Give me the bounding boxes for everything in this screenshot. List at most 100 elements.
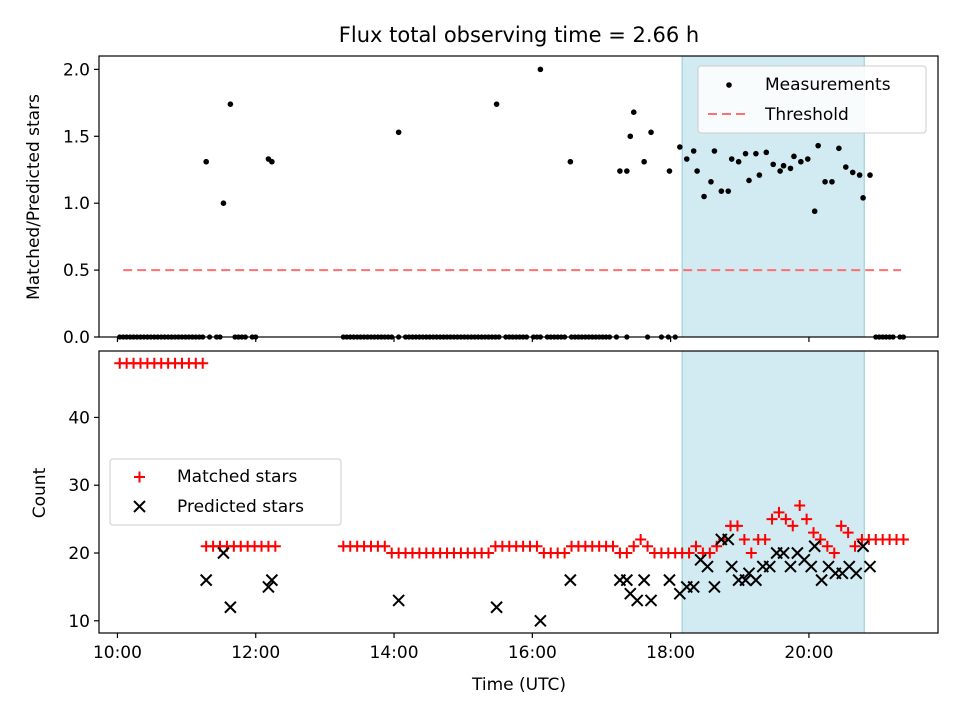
top-y-tick-label: 1.5 xyxy=(63,127,90,147)
measurement-point xyxy=(742,150,749,157)
predicted-star-point xyxy=(739,573,752,587)
measurement-point xyxy=(708,178,714,185)
measurement-point xyxy=(694,168,700,174)
measurement-point xyxy=(269,158,275,165)
top-axes-frame xyxy=(98,55,939,338)
matched-star-point xyxy=(379,540,391,552)
predicted-star-point xyxy=(620,573,634,587)
matched-star-point xyxy=(814,533,826,545)
predicted-star-point xyxy=(777,546,790,560)
legend-predicted-label: Predicted stars xyxy=(177,497,304,517)
bottom-y-tick-label: 20 xyxy=(68,544,90,564)
matched-star-point xyxy=(704,547,716,559)
predicted-star-point xyxy=(784,560,797,573)
predicted-star-point xyxy=(224,601,237,614)
measurement-point xyxy=(746,177,752,184)
top-y-ticks: 0.0 0.5 1.0 1.5 2.0 xyxy=(63,60,99,348)
matched-star-point xyxy=(197,357,209,369)
measurement-point xyxy=(811,208,818,215)
x-tick-label: 16:00 xyxy=(508,643,557,663)
x-tick-label: 14:00 xyxy=(370,643,419,663)
measurement-point xyxy=(567,158,574,165)
measurement-point xyxy=(627,133,634,140)
top-legend-box xyxy=(697,65,927,134)
x-axis-label: Time (UTC) xyxy=(471,675,566,695)
matched-star-point xyxy=(607,540,619,552)
matched-star-point xyxy=(835,520,847,532)
predicted-star-point xyxy=(815,573,828,587)
measurement-point xyxy=(791,153,797,160)
predicted-star-point xyxy=(564,573,577,587)
measurement-point xyxy=(756,172,763,178)
measurement-point xyxy=(725,188,732,194)
measurement-point xyxy=(780,162,787,169)
measurement-point xyxy=(537,66,544,73)
predicted-star-point xyxy=(856,540,870,553)
measurement-point xyxy=(711,148,718,154)
measurement-point xyxy=(493,101,500,107)
predicted-star-point xyxy=(863,560,877,573)
predicted-star-point xyxy=(630,594,644,607)
measurement-point xyxy=(641,158,647,165)
matched-star-point xyxy=(766,513,778,525)
matched-star-point xyxy=(621,547,633,559)
bottom-legend-box xyxy=(109,458,342,526)
measurement-point xyxy=(203,158,209,165)
measurement-point xyxy=(677,144,683,150)
matched-star-point xyxy=(269,540,281,552)
matched-star-point xyxy=(759,533,771,545)
bottom-legend: Matched stars Predicted stars xyxy=(109,458,342,526)
measurement-point xyxy=(777,168,783,174)
predicted-star-point xyxy=(392,594,405,607)
measurement-point xyxy=(753,150,759,157)
bottom-axes-frame xyxy=(98,350,939,634)
x-tick-label: 10:00 xyxy=(93,643,142,663)
predicted-star-point xyxy=(217,546,230,560)
measurement-point xyxy=(843,164,849,170)
bottom-y-tick-label: 40 xyxy=(68,408,90,428)
measurement-point xyxy=(787,165,794,172)
bottom-y-ticks: 10 20 30 40 xyxy=(68,408,99,632)
predicted-star-point xyxy=(199,573,213,587)
matched-star-point xyxy=(559,547,571,559)
measurement-point xyxy=(735,158,742,165)
predicted-star-markers xyxy=(199,533,877,628)
predicted-star-point xyxy=(687,580,700,594)
matched-star-point xyxy=(773,506,785,518)
bottom-y-axis-label: Count xyxy=(30,467,50,518)
measurement-point xyxy=(630,109,637,115)
measurement-point xyxy=(836,145,842,152)
predicted-star-point xyxy=(490,601,503,614)
legend-threshold-label: Threshold xyxy=(764,105,849,125)
predicted-star-point xyxy=(749,573,763,587)
predicted-star-point xyxy=(808,540,821,553)
chart-title: Flux total observing time = 2.66 h xyxy=(339,23,699,47)
predicted-star-point xyxy=(534,614,547,628)
legend-measurements-label: Measurements xyxy=(765,75,891,95)
top-y-tick-label: 1.0 xyxy=(63,194,90,214)
predicted-star-point xyxy=(849,567,863,580)
matched-star-point xyxy=(683,547,695,559)
measurement-point xyxy=(829,178,835,185)
legend-predicted-marker xyxy=(133,500,146,513)
predicted-star-point xyxy=(722,533,735,546)
matched-star-point xyxy=(738,533,750,545)
matched-star-point xyxy=(635,533,647,545)
matched-star-point xyxy=(801,513,813,525)
matched-star-point xyxy=(745,547,757,559)
predicted-star-point xyxy=(644,594,658,607)
top-y-tick-label: 0.5 xyxy=(63,261,90,281)
top-measurement-points xyxy=(203,66,873,215)
measurement-point xyxy=(822,178,828,185)
matched-star-point xyxy=(828,547,840,559)
matched-star-point xyxy=(690,540,702,552)
measurement-point xyxy=(856,172,863,178)
measurement-point xyxy=(690,148,697,154)
matched-star-point xyxy=(821,540,833,552)
predicted-star-point xyxy=(663,573,676,587)
predicted-star-point xyxy=(725,560,738,573)
measurement-point xyxy=(770,161,776,168)
x-tick-label: 12:00 xyxy=(231,643,280,663)
measurement-point xyxy=(617,168,623,174)
predicted-star-point xyxy=(265,573,279,587)
